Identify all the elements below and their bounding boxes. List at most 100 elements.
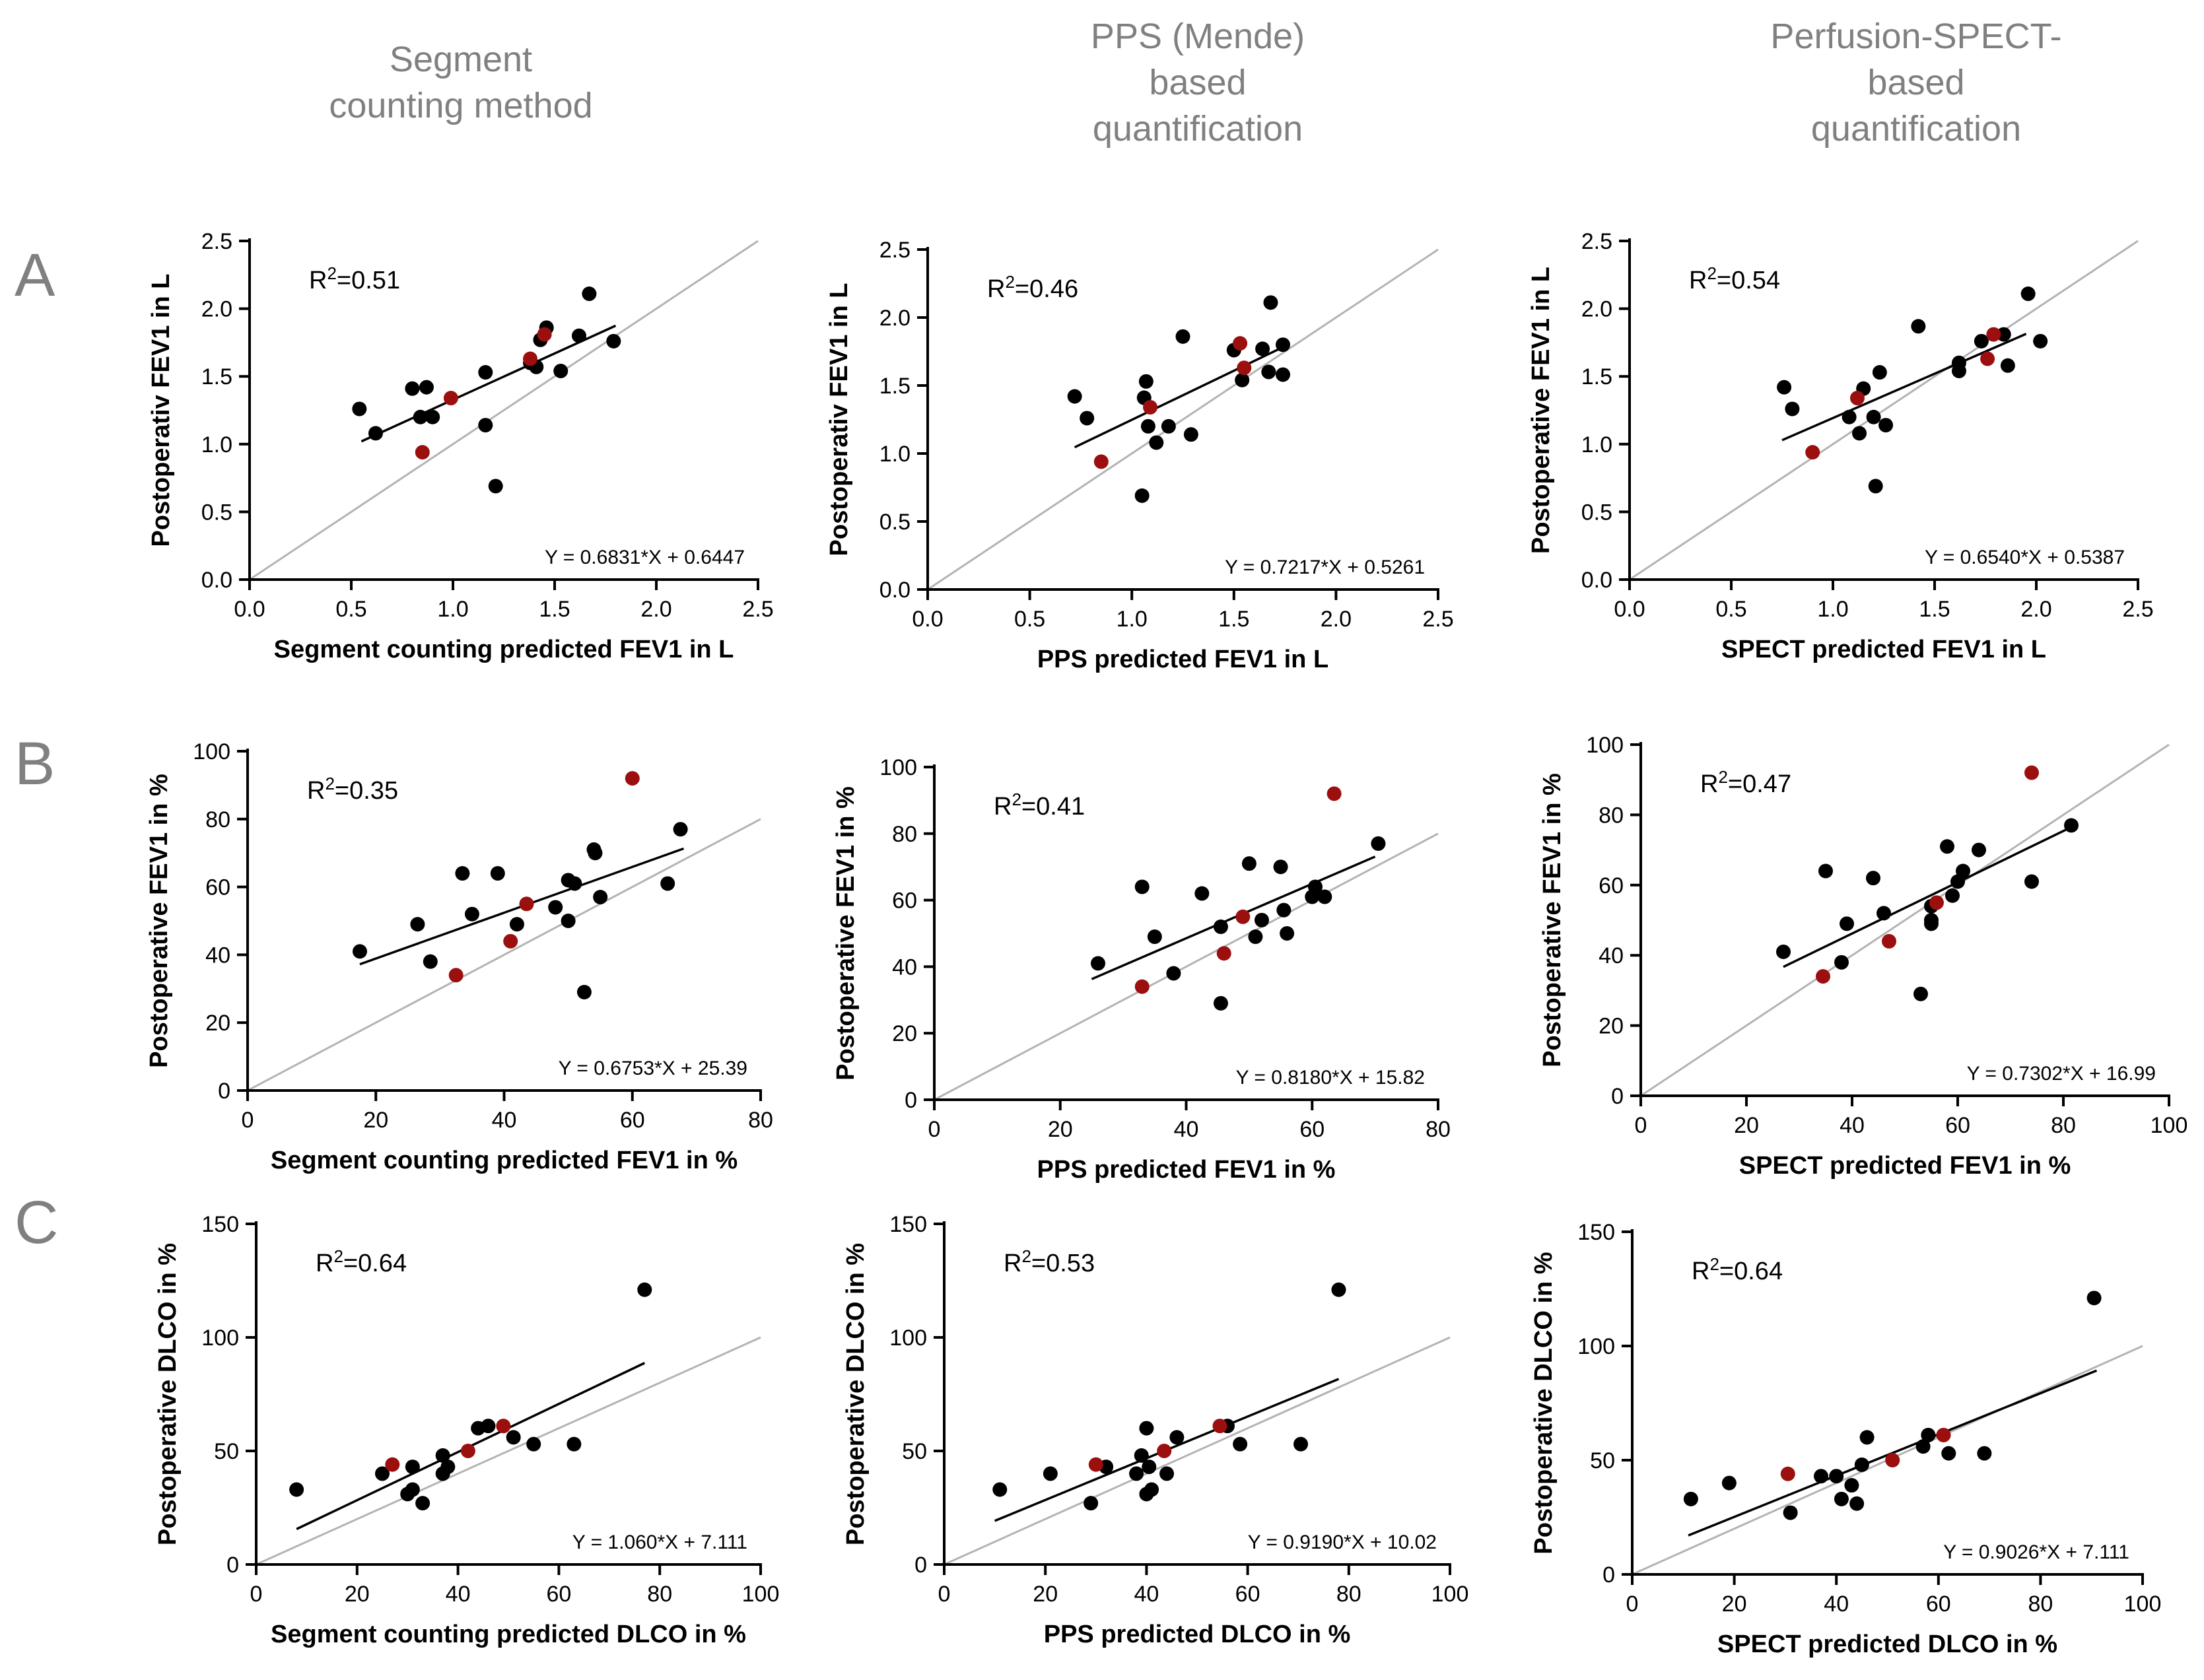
data-point	[1849, 1496, 1865, 1511]
column-header-line: Segment	[389, 40, 533, 79]
x-tick-label: 1.0	[1817, 597, 1848, 622]
data-point-highlight	[1849, 391, 1865, 406]
data-point	[1241, 856, 1257, 871]
y-tick-label: 100	[201, 1326, 239, 1351]
data-point	[637, 1282, 652, 1297]
x-tick-label: 60	[620, 1108, 645, 1133]
regression-equation: Y = 0.8180*X + 15.82	[1236, 1067, 1425, 1089]
data-point	[1273, 859, 1288, 875]
y-tick-label: 80	[1599, 803, 1624, 828]
y-tick-label: 1.0	[1581, 432, 1612, 457]
regression-equation: Y = 1.060*X + 7.111	[572, 1531, 747, 1553]
data-point	[2064, 818, 2079, 833]
data-point	[1859, 1430, 1875, 1445]
data-point	[1829, 1469, 1844, 1484]
scatter-panel-b3: 0 20 40 60 80 100 0 20 40 60 80 100 SPECT predicted …	[1538, 733, 2187, 1180]
r-squared-exponent: 2	[333, 1246, 343, 1266]
data-point	[289, 1482, 304, 1497]
column-header-line: based	[1867, 63, 1965, 102]
x-tick-label: 100	[742, 1582, 780, 1607]
x-tick-label: 20	[1722, 1592, 1747, 1617]
data-point	[571, 328, 586, 343]
data-point	[419, 380, 434, 395]
y-tick-label: 0.0	[879, 578, 911, 603]
data-point	[1844, 1478, 1859, 1493]
y-axis-label: Postoperative FEV1 in %	[1538, 773, 1566, 1067]
scatter-panel-a1: 0.0 0.5 1.0 1.5 2.0 2.5 0.0 0.5 1.0 1.5 2.0 2.5 Segm…	[147, 229, 774, 663]
y-tick-label: 50	[902, 1439, 927, 1464]
r-squared-exponent: 2	[1709, 1254, 1719, 1274]
data-point	[1776, 944, 1791, 959]
data-point	[1915, 1439, 1931, 1454]
x-tick-label: 2.5	[2122, 597, 2153, 622]
data-point	[1783, 1505, 1798, 1520]
x-axis-label: Segment counting predicted FEV1 in L	[274, 636, 734, 663]
data-point	[1872, 365, 1887, 380]
data-point	[506, 1430, 521, 1445]
row-label-c: C	[15, 1189, 59, 1256]
x-tick-label: 80	[1426, 1117, 1451, 1142]
data-point-highlight	[523, 351, 538, 366]
x-tick-label: 0.0	[234, 597, 265, 622]
r-squared-prefix: R	[987, 275, 1005, 303]
r-squared-label: R2=0.46	[987, 272, 1078, 303]
data-point	[1331, 1282, 1346, 1297]
regression-equation: Y = 0.6753*X + 25.39	[559, 1058, 747, 1079]
y-tick-label: 2.5	[879, 238, 911, 263]
data-point	[606, 333, 621, 349]
y-axis-label: Postoperative FEV1 in %	[832, 786, 860, 1081]
data-point	[1276, 902, 1291, 918]
data-point	[1043, 1466, 1058, 1481]
data-point-highlight	[1157, 1444, 1172, 1458]
y-tick-label: 0.0	[201, 568, 232, 593]
x-tick-label: 60	[1926, 1592, 1951, 1617]
y-tick-label: 0	[914, 1553, 927, 1578]
data-point	[1866, 871, 1880, 886]
data-point	[1276, 367, 1291, 382]
column-header-line: PPS (Mende)	[1090, 17, 1305, 56]
data-point	[1924, 913, 1939, 927]
data-point	[561, 914, 576, 928]
data-point	[1142, 1460, 1157, 1475]
data-point-highlight	[1134, 979, 1150, 994]
x-tick-label: 2.0	[2020, 597, 2051, 622]
data-point	[1084, 1496, 1099, 1511]
x-tick-label: 40	[492, 1108, 517, 1133]
data-point	[405, 1460, 420, 1475]
y-tick-label: 0.0	[1581, 568, 1612, 593]
r-squared-prefix: R	[1689, 267, 1707, 294]
y-tick-label: 20	[892, 1021, 917, 1046]
data-point	[1213, 995, 1228, 1011]
y-tick-label: 2.5	[1581, 229, 1612, 254]
data-point-highlight	[1233, 336, 1248, 351]
data-point	[478, 418, 493, 433]
r-squared-exponent: 2	[327, 263, 336, 283]
y-tick-label: 40	[892, 955, 917, 980]
data-point	[1067, 389, 1082, 404]
data-point	[455, 866, 470, 881]
y-tick-label: 0	[905, 1088, 917, 1113]
data-point-highlight	[460, 1444, 475, 1458]
r-squared-label: R2=0.47	[1700, 767, 1791, 798]
data-point	[1293, 1436, 1309, 1452]
data-point	[2033, 333, 2048, 349]
data-point	[2086, 1291, 2102, 1306]
data-point	[1175, 329, 1190, 344]
y-tick-label: 40	[1599, 943, 1624, 968]
identity-line	[934, 832, 1439, 1101]
scatter-panel-c3: 0 20 40 60 80 100 0 50 100 150 SPECT predicted DLC…	[1530, 1220, 2161, 1658]
r-squared-value: =0.54	[1717, 267, 1780, 294]
x-axis-label: SPECT predicted FEV1 in L	[1721, 636, 2046, 663]
identity-line	[1640, 743, 2170, 1097]
data-point	[1941, 1446, 1956, 1461]
data-point	[1090, 956, 1105, 971]
x-axis-label: SPECT predicted DLCO in %	[1717, 1630, 2057, 1658]
data-point	[1317, 889, 1332, 904]
scatter-panel-b2: 0 20 40 60 80 0 20 40 60 80 100 PPS predicted FEV1 …	[832, 755, 1451, 1184]
identity-line	[247, 818, 761, 1092]
x-tick-label: 60	[1299, 1117, 1325, 1142]
data-point-highlight	[1936, 1427, 1951, 1442]
data-point	[1818, 863, 1833, 879]
x-tick-label: 2.5	[1422, 607, 1453, 632]
